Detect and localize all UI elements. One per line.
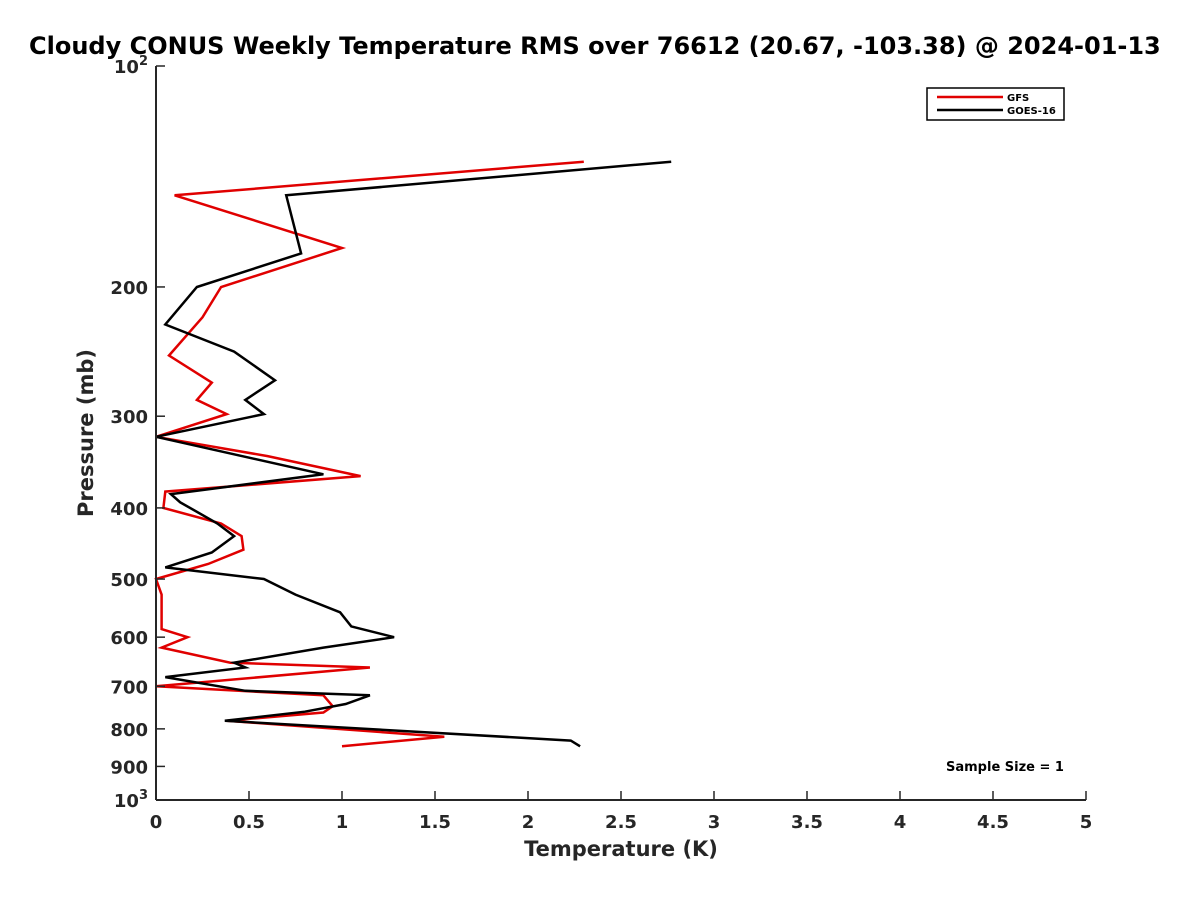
series-line-goes16 bbox=[155, 160, 672, 748]
x-tick-label: 0.5 bbox=[233, 812, 265, 833]
x-tick-label: 1.5 bbox=[419, 812, 451, 833]
y-tick-label: 102 bbox=[114, 54, 148, 78]
y-tick-label: 200 bbox=[110, 278, 148, 299]
x-axis-label: Temperature (K) bbox=[524, 837, 718, 861]
x-tick-label: 4 bbox=[894, 812, 907, 833]
x-tick-label: 1 bbox=[336, 812, 349, 833]
x-axis-ticks: 0 0.5 1 1.5 2 2.5 3 3.5 4 4.5 5 bbox=[150, 791, 1093, 833]
x-tick-label: 3.5 bbox=[791, 812, 823, 833]
x-tick-label: 2 bbox=[522, 812, 535, 833]
sample-size-annotation: Sample Size = 1 bbox=[946, 760, 1064, 775]
x-tick-label: 5 bbox=[1080, 812, 1093, 833]
legend: GFS GOES-16 bbox=[926, 87, 1065, 121]
y-tick-label: 800 bbox=[110, 720, 148, 741]
y-tick-exponent: 3 bbox=[139, 788, 148, 803]
legend-box bbox=[926, 87, 1065, 121]
y-tick-label: 300 bbox=[110, 407, 148, 428]
y-tick-exponent: 2 bbox=[139, 54, 148, 69]
y-tick-label: 500 bbox=[110, 570, 148, 591]
y-axis-ticks: 102 200 300 400 500 600 700 800 900 103 bbox=[110, 54, 165, 812]
legend-label-gfs: GFS bbox=[1007, 93, 1029, 104]
y-tick-label: 700 bbox=[110, 677, 148, 698]
series-line-gfs bbox=[154, 160, 584, 748]
y-axis-label: Pressure (mb) bbox=[74, 349, 98, 517]
chart-title: Cloudy CONUS Weekly Temperature RMS over… bbox=[29, 32, 1161, 60]
y-tick-label: 900 bbox=[110, 757, 148, 778]
x-tick-label: 0 bbox=[150, 812, 163, 833]
x-tick-label: 2.5 bbox=[605, 812, 637, 833]
y-tick-label: 103 bbox=[114, 788, 148, 812]
y-tick-label: 400 bbox=[110, 499, 148, 520]
x-tick-label: 4.5 bbox=[977, 812, 1009, 833]
y-tick-label: 600 bbox=[110, 628, 148, 649]
x-tick-label: 3 bbox=[708, 812, 721, 833]
plot-area bbox=[154, 160, 672, 748]
legend-label-goes16: GOES-16 bbox=[1007, 106, 1056, 117]
